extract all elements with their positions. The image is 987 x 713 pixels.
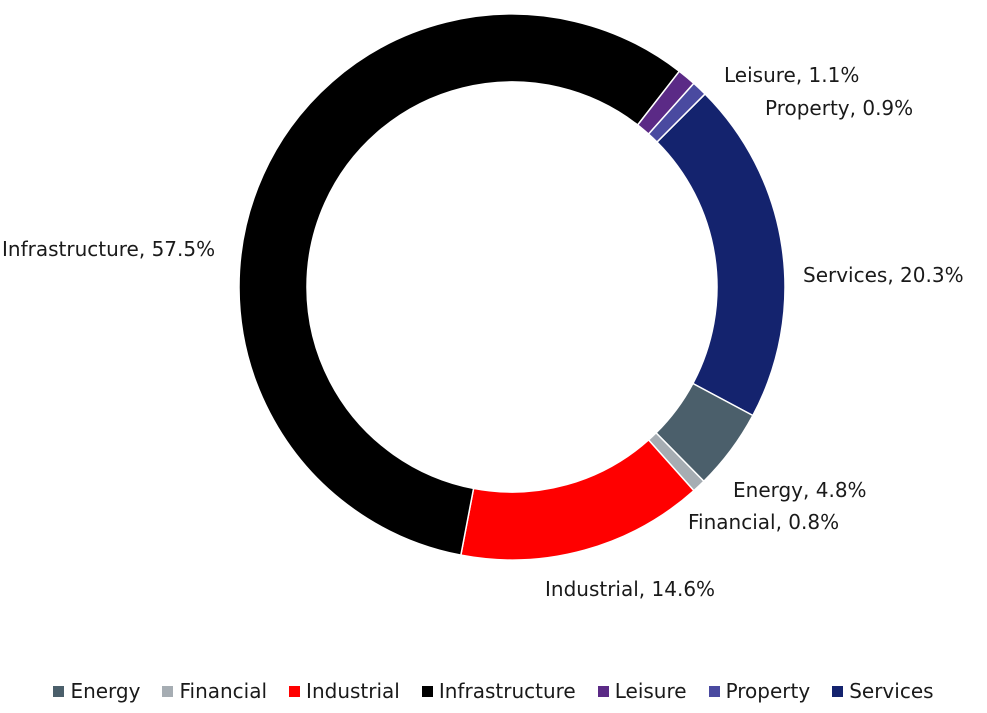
chart-legend: Energy Financial Industrial Infrastructure L… [0,676,987,706]
legend-item-energy: Energy [53,679,140,703]
slice-label-infrastructure: Infrastructure, 57.5% [2,237,215,261]
slice-label-industrial: Industrial, 14.6% [545,577,715,601]
slice-infrastructure [238,13,681,557]
legend-item-industrial: Industrial [289,679,400,703]
slice-label-financial: Financial, 0.8% [688,510,839,534]
legend-label: Infrastructure [438,679,576,703]
legend-label: Services [849,679,934,703]
legend-item-property: Property [708,679,811,703]
legend-item-services: Services [832,679,934,703]
slice-services [655,92,786,417]
legend-swatch-infrastructure [421,685,433,697]
legend-label: Energy [70,679,141,703]
legend-swatch-industrial [289,685,301,697]
slice-label-energy: Energy, 4.8% [733,478,867,502]
legend-swatch-financial [162,685,174,697]
legend-swatch-property [708,685,720,697]
legend-swatch-leisure [597,685,609,697]
slice-industrial [459,438,695,561]
legend-label: Property [725,679,811,703]
legend-label: Leisure [614,679,687,703]
legend-item-financial: Financial [162,679,267,703]
slice-label-leisure: Leisure, 1.1% [724,63,859,87]
legend-label: Industrial [306,679,400,703]
legend-item-infrastructure: Infrastructure [421,679,576,703]
legend-swatch-services [832,685,844,697]
slice-property [647,82,707,144]
legend-label: Financial [179,679,268,703]
slice-labels: Services, 20.3% Energy, 4.8% Financial, 0.… [2,63,964,601]
legend-swatch-energy [53,685,65,697]
slice-label-property: Property, 0.9% [765,96,913,120]
slice-label-services: Services, 20.3% [803,263,964,287]
donut-slices [238,13,786,561]
legend-item-leisure: Leisure [597,679,687,703]
